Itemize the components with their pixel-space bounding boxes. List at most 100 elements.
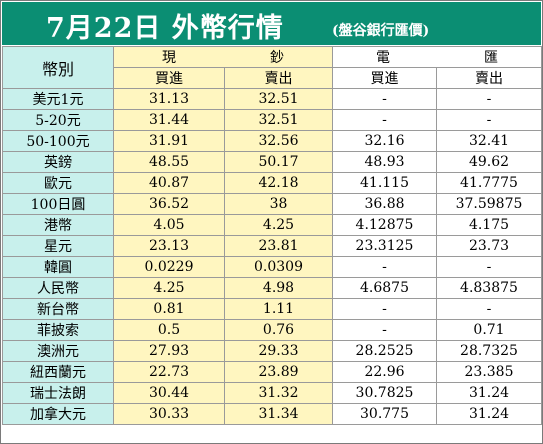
cash-buy-cell: 0.81 bbox=[113, 298, 225, 320]
wire-buy-cell: 30.7825 bbox=[332, 382, 437, 404]
currency-cell: 港幣 bbox=[2, 214, 114, 236]
cash-buy-header: 買進 bbox=[113, 67, 225, 89]
wire-sell-cell: - bbox=[436, 298, 542, 320]
wire-sell-cell: 31.24 bbox=[436, 382, 542, 404]
table-row: 加拿大元 30.33 31.34 30.775 31.24 bbox=[2, 403, 542, 425]
wire-buy-cell: 28.2525 bbox=[332, 340, 437, 362]
cash-buy-cell: 31.44 bbox=[113, 109, 225, 131]
cash-buy-cell: 31.91 bbox=[113, 130, 225, 152]
wire-buy-cell: - bbox=[332, 88, 437, 110]
cash-buy-cell: 22.73 bbox=[113, 361, 225, 383]
currency-cell: 瑞士法朗 bbox=[2, 382, 114, 404]
currency-column-header: 幣別 bbox=[2, 46, 114, 89]
wire-sell-cell: 31.24 bbox=[436, 403, 542, 425]
group-header-row: 幣別 現 鈔 電 匯 bbox=[2, 46, 542, 89]
cash-buy-cell: 36.52 bbox=[113, 193, 225, 215]
wire-buy-cell: 41.115 bbox=[332, 172, 437, 194]
cash-group-header: 現 鈔 bbox=[113, 46, 333, 68]
cash-buy-cell: 30.44 bbox=[113, 382, 225, 404]
currency-cell: 英鎊 bbox=[2, 151, 114, 173]
table-row: 星元 23.13 23.81 23.3125 23.73 bbox=[2, 235, 542, 257]
table-row: 人民幣 4.25 4.98 4.6875 4.83875 bbox=[2, 277, 542, 299]
cash-sell-header: 賣出 bbox=[224, 67, 333, 89]
wire-sell-cell: 37.59875 bbox=[436, 193, 542, 215]
currency-cell: 菲披索 bbox=[2, 319, 114, 341]
table-row: 美元1元 31.13 32.51- - bbox=[2, 88, 542, 110]
table-row: 菲披索 0.5 0.76-0.71 bbox=[2, 319, 542, 341]
cash-buy-cell: 48.55 bbox=[113, 151, 225, 173]
table-row: 英鎊 48.55 50.17 48.93 49.62 bbox=[2, 151, 542, 173]
title-bar: 7月22日 外幣行情 (盤谷銀行匯價) bbox=[2, 2, 541, 45]
cash-sell-cell: 4.98 bbox=[224, 277, 333, 299]
cash-buy-cell: 23.13 bbox=[113, 235, 225, 257]
cash-sell-cell: 42.18 bbox=[224, 172, 333, 194]
wire-buy-cell: - bbox=[332, 319, 437, 341]
cash-sell-cell: 31.32 bbox=[224, 382, 333, 404]
cash-sell-cell: 31.34 bbox=[224, 403, 333, 425]
wire-buy-cell: 48.93 bbox=[332, 151, 437, 173]
table-row: 韓圓 0.0229 0.0309- - bbox=[2, 256, 542, 278]
cash-sell-cell: 38 bbox=[224, 193, 333, 215]
page-title: 7月22日 外幣行情 bbox=[46, 13, 284, 44]
currency-cell: 歐元 bbox=[2, 172, 114, 194]
cash-sell-cell: 32.51 bbox=[224, 88, 333, 110]
cash-sell-cell: 4.25 bbox=[224, 214, 333, 236]
wire-buy-cell: 30.775 bbox=[332, 403, 437, 425]
wire-buy-cell: 36.88 bbox=[332, 193, 437, 215]
column-header-row: 買進 賣出 買進 賣出 bbox=[3, 67, 542, 89]
cash-buy-cell: 31.13 bbox=[113, 88, 225, 110]
currency-cell: 澳洲元 bbox=[2, 340, 114, 362]
wire-sell-cell: 4.83875 bbox=[436, 277, 542, 299]
wire-buy-cell: 23.3125 bbox=[332, 235, 437, 257]
rate-rows: 美元1元 31.13 32.51- -5-20元 31.44 32.51- -50-100元… bbox=[2, 88, 542, 425]
table-row: 100日圓 36.52 38 36.88 37.59875 bbox=[2, 193, 542, 215]
wire-sell-cell: 49.62 bbox=[436, 151, 542, 173]
currency-cell: 人民幣 bbox=[2, 277, 114, 299]
wire-sell-cell: 4.175 bbox=[436, 214, 542, 236]
currency-cell: 加拿大元 bbox=[2, 403, 114, 425]
cash-sell-cell: 29.33 bbox=[224, 340, 333, 362]
exchange-rate-table: 幣別 現 鈔 電 匯 買進 賣出 買進 賣出 美元1元 31.13 32.51- -5… bbox=[2, 46, 542, 425]
wire-sell-cell: - bbox=[436, 88, 542, 110]
wire-buy-cell: 22.96 bbox=[332, 361, 437, 383]
cash-sell-cell: 32.56 bbox=[224, 130, 333, 152]
wire-sell-cell: 0.71 bbox=[436, 319, 542, 341]
table-row: 5-20元 31.44 32.51- - bbox=[2, 109, 542, 131]
table-row: 澳洲元 27.93 29.33 28.2525 28.7325 bbox=[2, 340, 542, 362]
wire-buy-cell: - bbox=[332, 109, 437, 131]
table-row: 50-100元 31.91 32.56 32.16 32.41 bbox=[2, 130, 542, 152]
cash-buy-cell: 30.33 bbox=[113, 403, 225, 425]
cash-sell-cell: 23.89 bbox=[224, 361, 333, 383]
wire-sell-cell: - bbox=[436, 109, 542, 131]
currency-cell: 紐西蘭元 bbox=[2, 361, 114, 383]
wire-buy-cell: 4.12875 bbox=[332, 214, 437, 236]
currency-cell: 新台幣 bbox=[2, 298, 114, 320]
cash-sell-cell: 0.0309 bbox=[224, 256, 333, 278]
cash-sell-cell: 32.51 bbox=[224, 109, 333, 131]
cash-sell-cell: 1.11 bbox=[224, 298, 333, 320]
cash-sell-cell: 23.81 bbox=[224, 235, 333, 257]
cash-buy-cell: 40.87 bbox=[113, 172, 225, 194]
currency-cell: 美元1元 bbox=[2, 88, 114, 110]
wire-buy-cell: - bbox=[332, 298, 437, 320]
wire-buy-cell: - bbox=[332, 256, 437, 278]
table-row: 紐西蘭元 22.73 23.89 22.96 23.385 bbox=[2, 361, 542, 383]
wire-sell-cell: 41.7775 bbox=[436, 172, 542, 194]
wire-sell-header: 賣出 bbox=[436, 67, 542, 89]
wire-sell-cell: 32.41 bbox=[436, 130, 542, 152]
currency-cell: 5-20元 bbox=[2, 109, 114, 131]
cash-sell-cell: 0.76 bbox=[224, 319, 333, 341]
table-row: 新台幣 0.81 1.11- - bbox=[2, 298, 542, 320]
cash-buy-cell: 0.5 bbox=[113, 319, 225, 341]
cash-buy-cell: 4.25 bbox=[113, 277, 225, 299]
wire-sell-cell: 23.73 bbox=[436, 235, 542, 257]
cash-buy-cell: 4.05 bbox=[113, 214, 225, 236]
wire-group-header: 電 匯 bbox=[332, 46, 542, 68]
currency-cell: 100日圓 bbox=[2, 193, 114, 215]
cash-buy-cell: 27.93 bbox=[113, 340, 225, 362]
wire-sell-cell: 23.385 bbox=[436, 361, 542, 383]
table-row: 瑞士法朗 30.44 31.32 30.7825 31.24 bbox=[2, 382, 542, 404]
cash-buy-cell: 0.0229 bbox=[113, 256, 225, 278]
table-row: 歐元 40.87 42.18 41.115 41.7775 bbox=[2, 172, 542, 194]
